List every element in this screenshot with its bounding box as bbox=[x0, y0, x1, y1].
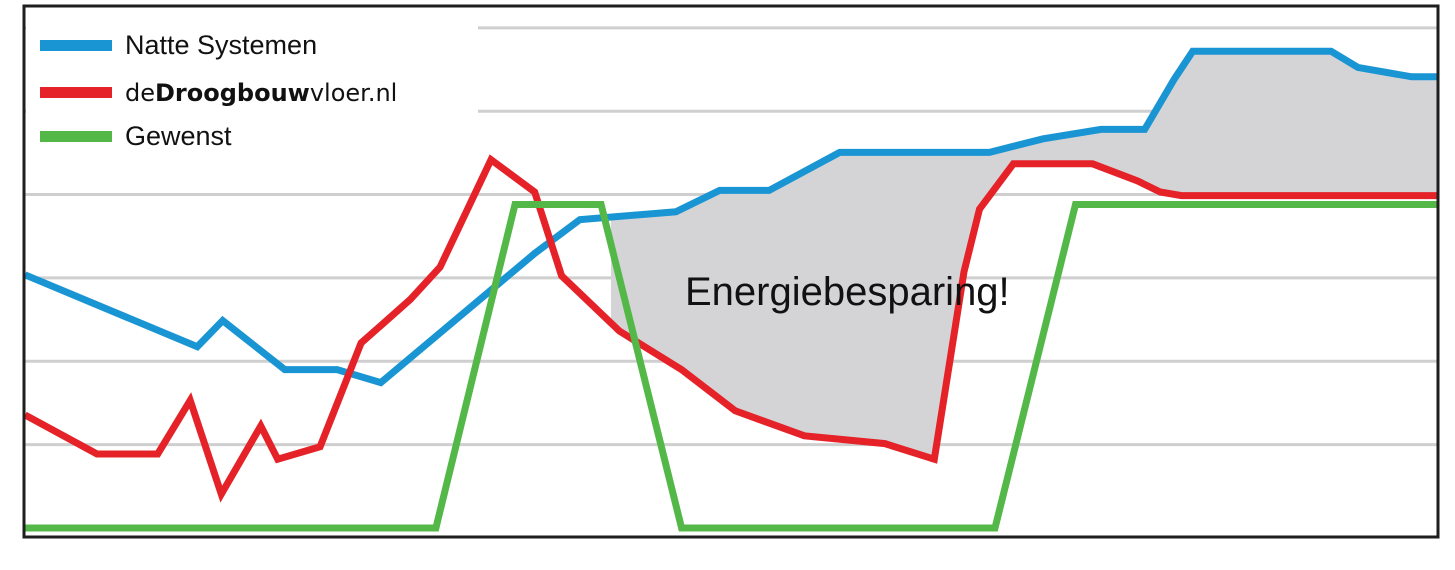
legend: Natte Systemen deDroogbouwvloer.nl Gewenst bbox=[26, 8, 478, 156]
legend-swatch-3 bbox=[40, 131, 112, 142]
energy-saving-area bbox=[611, 51, 1437, 459]
legend-label-1: Natte Systemen bbox=[125, 30, 317, 60]
series-line-1 bbox=[23, 47, 1437, 387]
series-line-2 bbox=[23, 154, 1437, 503]
legend-label-3: Gewenst bbox=[125, 121, 232, 151]
series-line-3 bbox=[25, 201, 1437, 532]
plot-frame bbox=[22, 4, 1440, 539]
legend-swatch-2 bbox=[40, 87, 112, 98]
legend-label-2: deDroogbouwvloer.nl bbox=[125, 79, 397, 107]
legend-swatch-1 bbox=[40, 40, 112, 51]
annotation-energiebesparing: Energiebesparing! bbox=[685, 270, 1010, 314]
series-layer bbox=[23, 47, 1437, 532]
